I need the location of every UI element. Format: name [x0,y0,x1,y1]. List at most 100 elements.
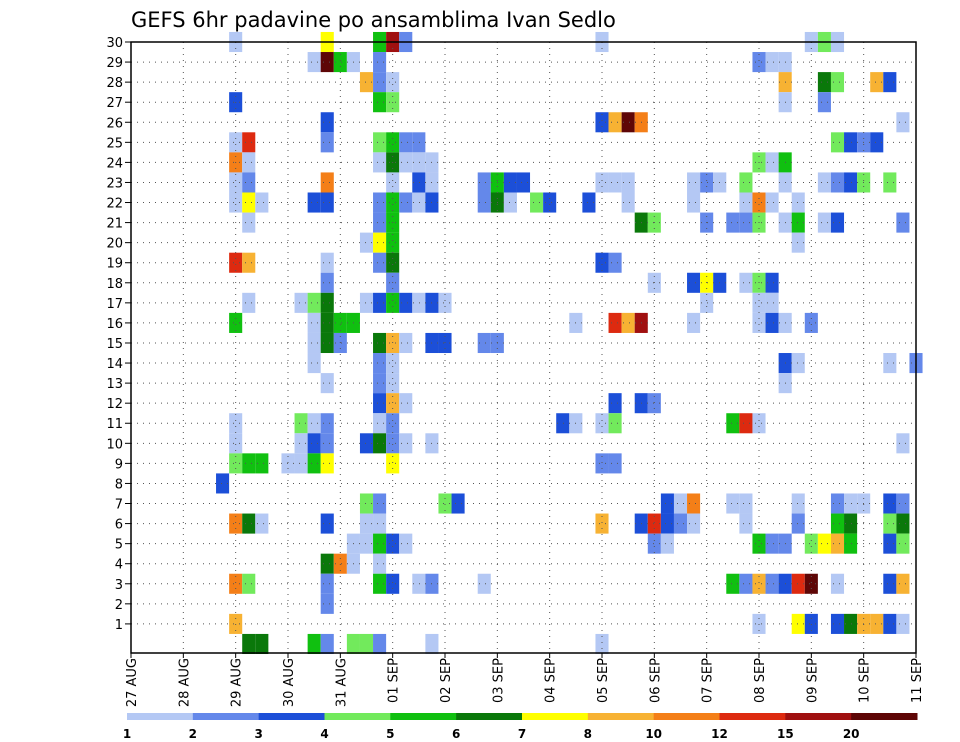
precip-cell [844,132,858,153]
precip-cell [608,172,622,193]
precip-cell [320,633,334,655]
y-tick-label: 26 [106,116,123,131]
precip-cell [765,573,779,594]
y-tick-label: 8 [115,477,123,492]
precip-cell [373,192,387,213]
y-tick-label: 1 [115,618,123,633]
precip-cell [752,573,766,594]
x-tick-label: 28 AUG [177,658,192,707]
y-tick-label: 9 [115,457,123,472]
precip-cell [883,493,897,514]
x-tick-label: 03 SEP [491,658,506,703]
precip-cell [373,513,387,534]
precip-cell [883,613,897,634]
precip-cell [477,573,491,594]
precip-cell [817,212,831,233]
precip-cell [229,192,243,213]
x-tick-label: 02 SEP [439,658,454,703]
y-tick-label: 15 [106,337,123,352]
precip-cell [883,513,897,534]
legend-swatch [522,713,589,720]
precip-cell [817,172,831,193]
precip-cell [373,132,387,153]
precip-cell [346,633,360,655]
precip-cell [320,413,334,434]
precip-cell [294,453,308,474]
precip-cell [412,152,426,173]
precip-cell [320,553,334,574]
precip-cell [844,172,858,193]
y-tick-label: 13 [106,377,123,392]
x-tick-label: 09 SEP [805,658,820,703]
precip-cell [320,433,334,454]
y-tick-label: 27 [106,96,123,111]
precip-cell [229,433,243,454]
precip-cell [320,292,334,313]
precip-cell [870,613,884,634]
legend-label: 6 [452,727,460,741]
precip-cell [830,72,845,93]
y-tick-label: 29 [106,56,123,71]
precip-cell [791,613,805,634]
precip-cell [412,573,426,594]
precip-cell [687,192,701,213]
precip-cell [373,252,387,273]
precip-cell [595,413,609,434]
precip-cell [739,212,753,233]
x-tick-label: 29 AUG [230,658,245,707]
precip-cell [647,393,661,414]
precip-cell [399,533,413,554]
precip-cell [307,353,321,374]
legend-swatch [390,713,457,720]
precip-cell [896,212,910,233]
precip-cell [399,192,413,213]
precip-cell [359,633,374,655]
precip-cell [373,332,387,354]
precip-cell [791,232,805,253]
precip-cell [804,613,818,634]
precip-cell [595,112,609,133]
precip-cell [660,513,674,534]
y-tick-label: 28 [106,76,123,91]
x-tick-label: 11 SEP [910,658,925,703]
precip-cell [294,433,308,454]
legend-label: 7 [518,727,526,741]
precip-cell [333,312,347,333]
precip-cell [870,72,884,93]
precip-cell [595,172,609,193]
legend-swatch [258,713,325,720]
precip-cell [595,252,609,273]
precip-cell [739,573,753,594]
precip-cell [359,493,374,514]
precip-cell [530,192,544,213]
y-tick-label: 30 [106,36,123,51]
precip-cell [386,172,400,193]
legend-label: 2 [189,727,197,741]
legend-label: 4 [320,727,328,741]
legend-swatch [587,713,655,720]
legend-swatch [851,713,918,720]
precip-cell [765,312,779,333]
precip-cell [621,172,635,193]
precip-cell [752,192,766,213]
legend-label: 5 [386,727,394,741]
precip-cell [791,212,805,233]
precip-cell [765,533,779,554]
precip-cell [543,192,557,213]
precip-cell [386,533,400,554]
precip-cell [752,292,766,313]
precip-cell [399,332,413,354]
precip-cell [242,252,256,273]
precip-cell [503,172,517,193]
precip-cell [255,453,269,474]
precip-cell [687,312,701,333]
precip-cell [307,332,321,354]
precip-cell [739,413,753,434]
precip-cell [870,132,884,153]
y-tick-label: 20 [106,237,123,252]
precip-cell [830,573,845,594]
x-tick-label: 05 SEP [596,658,611,703]
precip-cell [373,633,387,655]
precip-cell [373,52,387,73]
y-tick-label: 22 [106,197,123,212]
